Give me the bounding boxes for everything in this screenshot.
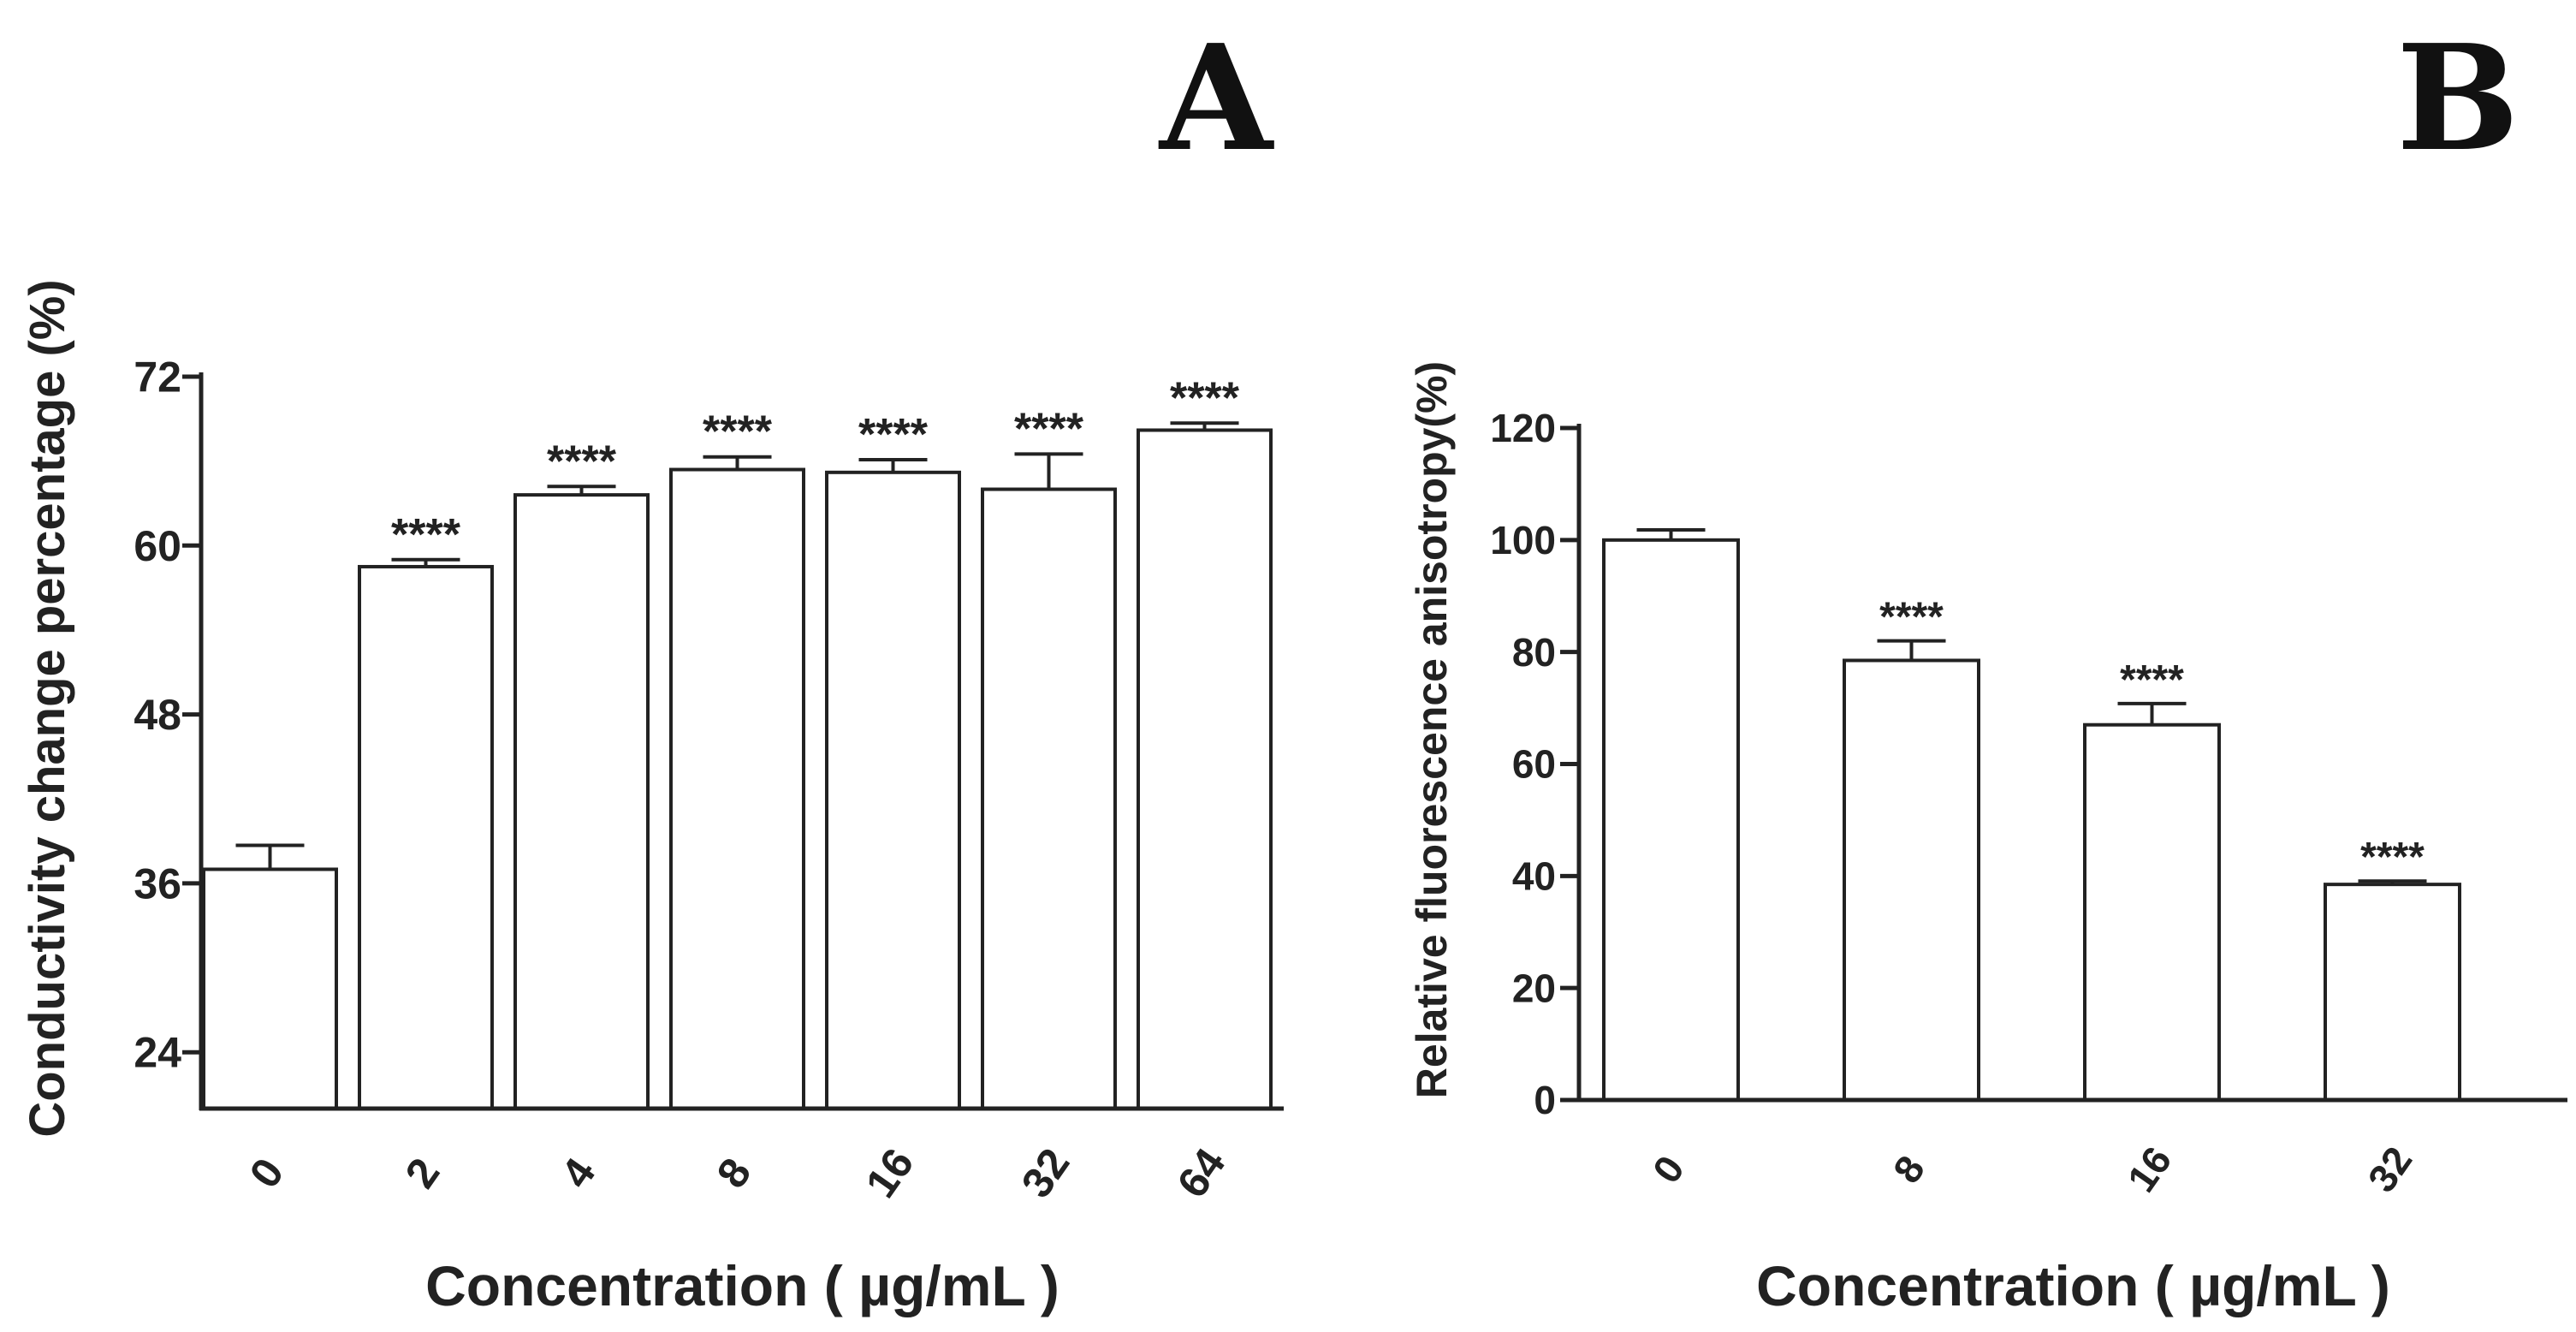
x-tick-label: 4 xyxy=(552,1150,605,1197)
x-tick-label: 32 xyxy=(1012,1139,1079,1206)
bar xyxy=(358,564,494,1110)
bar xyxy=(981,487,1117,1110)
y-tick-label: 20 xyxy=(1512,966,1556,1010)
significance-label: **** xyxy=(2360,835,2425,880)
significance-label: **** xyxy=(1170,373,1240,423)
y-tick-label: 72 xyxy=(134,354,181,401)
significance-label: **** xyxy=(1879,595,1944,640)
x-tick-label: 8 xyxy=(1885,1147,1933,1191)
x-tick-label: 16 xyxy=(857,1139,923,1206)
y-tick-label: 24 xyxy=(134,1029,181,1077)
x-tick-label: 0 xyxy=(240,1150,294,1197)
y-tick-label: 100 xyxy=(1490,518,1556,562)
significance-label: **** xyxy=(547,437,617,486)
y-tick-label: 40 xyxy=(1512,853,1556,898)
significance-label: **** xyxy=(391,510,461,560)
bar xyxy=(513,493,650,1110)
y-tick-label: 36 xyxy=(134,859,181,907)
y-tick-label: 60 xyxy=(134,522,181,570)
chart-a: 0 **** 2 **** 4 **** 8 **** 16 **** 32 **** 64 24 36 48… xyxy=(20,279,1284,1317)
y-tick-label: 80 xyxy=(1512,630,1556,675)
bar xyxy=(669,467,805,1110)
panel-letter-b: B xyxy=(2396,13,2520,184)
chart-b: 0 **** 8 **** 16 **** 32 0 20 40 60 80 100 120 Relativ… xyxy=(1408,361,2567,1317)
x-tick-label: 2 xyxy=(396,1150,449,1197)
x-tick-label: 64 xyxy=(1168,1139,1235,1206)
x-axis-title: Concentration ( µg/mL ) xyxy=(425,1254,1059,1317)
y-tick-label: 48 xyxy=(134,691,181,739)
x-axis-title: Concentration ( µg/mL ) xyxy=(1756,1254,2390,1317)
bar xyxy=(2324,883,2461,1103)
bar xyxy=(202,867,338,1110)
y-axis-title: Conductivity change percentage (%) xyxy=(20,279,75,1137)
significance-label: **** xyxy=(1014,404,1084,454)
significance-label: **** xyxy=(2120,657,2184,703)
bar xyxy=(1137,428,1273,1110)
x-tick-label: 8 xyxy=(708,1150,761,1197)
bar xyxy=(2083,722,2221,1102)
y-tick-label: 60 xyxy=(1512,742,1556,787)
y-tick-label: 120 xyxy=(1490,406,1556,450)
panel-letter-a: A xyxy=(1160,13,1273,184)
bar xyxy=(1843,658,1980,1102)
significance-label: **** xyxy=(858,410,929,460)
y-axis-title: Relative fluorescence anisotropy(%) xyxy=(1408,361,1456,1098)
y-tick-label: 0 xyxy=(1534,1078,1556,1122)
bar xyxy=(1602,538,1740,1102)
significance-label: **** xyxy=(703,407,773,457)
bar xyxy=(825,470,961,1110)
x-tick-label: 16 xyxy=(2118,1139,2180,1200)
x-tick-label: 0 xyxy=(1644,1147,1693,1191)
x-tick-label: 32 xyxy=(2359,1139,2420,1200)
